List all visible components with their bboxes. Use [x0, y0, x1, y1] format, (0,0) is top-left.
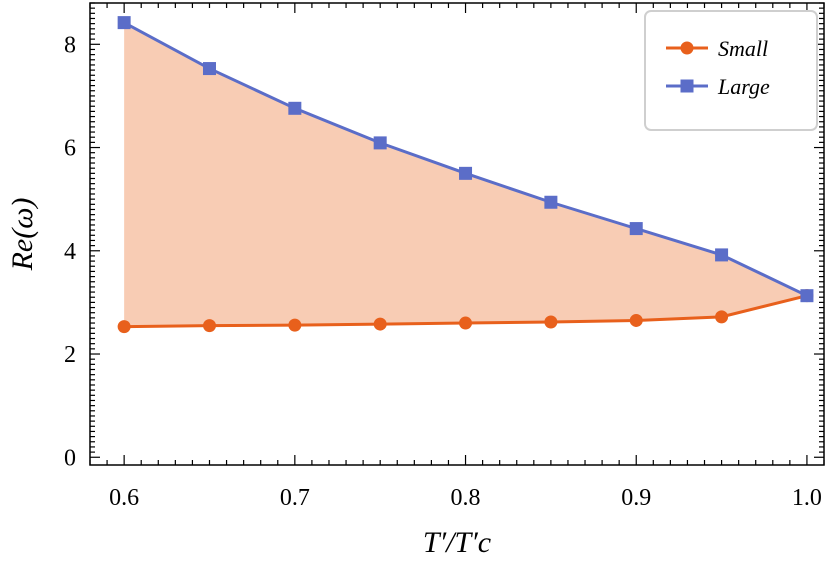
series-markers	[117, 16, 814, 334]
data-point-small	[715, 310, 729, 324]
data-point-large	[117, 16, 131, 30]
legend-marker-small	[680, 41, 694, 55]
data-point-small	[202, 319, 216, 333]
plot-frame	[89, 2, 825, 466]
data-point-small	[373, 317, 387, 331]
y-tick-label: 4	[64, 239, 76, 265]
data-point-small	[117, 320, 131, 334]
y-axis-label: Re(ω)	[6, 198, 39, 272]
x-tick-label: 0.7	[280, 485, 310, 511]
legend: Small Large	[644, 10, 818, 131]
x-tick-label: 0.9	[621, 485, 651, 511]
y-tick-label: 8	[64, 32, 76, 58]
legend-marker-large	[680, 79, 694, 93]
x-tick-label: 0.6	[109, 485, 139, 511]
data-point-large	[715, 248, 729, 262]
legend-label-large: Large	[717, 74, 770, 99]
x-axis-label: T′/T′c	[423, 526, 491, 559]
data-point-large	[800, 289, 814, 303]
data-point-large	[629, 222, 643, 236]
data-point-large	[288, 101, 302, 115]
data-point-small	[544, 315, 558, 329]
data-point-small	[459, 316, 473, 330]
data-point-large	[202, 62, 216, 76]
y-tick-label: 0	[64, 445, 76, 471]
tick-labels: 0.6 0.7 0.8 0.9 1.0 0 2 4 6 8	[64, 32, 822, 511]
data-point-large	[373, 136, 387, 150]
data-point-small	[288, 318, 302, 332]
legend-label-small: Small	[718, 36, 768, 61]
data-point-large	[459, 166, 473, 180]
y-tick-label: 6	[64, 136, 76, 162]
x-tick-label: 1.0	[792, 485, 822, 511]
x-tick-label: 0.8	[451, 485, 481, 511]
y-tick-label: 2	[64, 342, 76, 368]
legend-frame	[644, 10, 818, 131]
data-point-small	[629, 313, 643, 327]
data-point-large	[544, 195, 558, 209]
